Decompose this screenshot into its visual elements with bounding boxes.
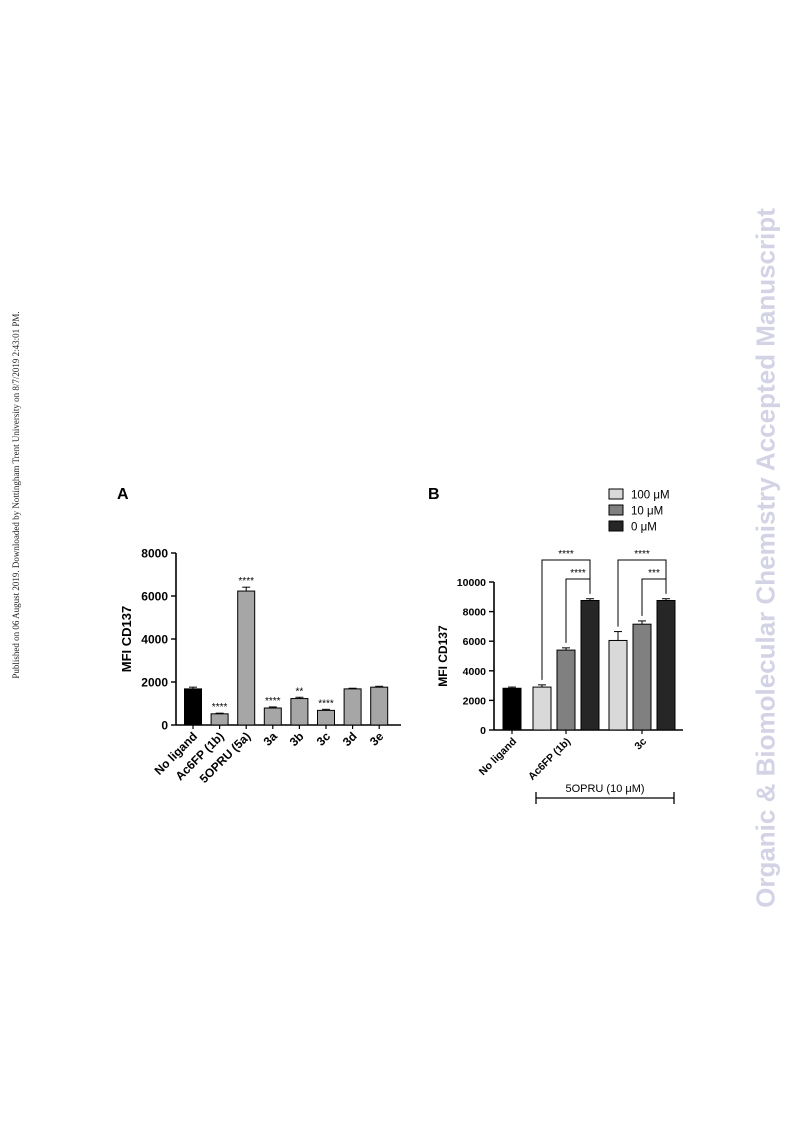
bar [317, 709, 335, 726]
y-tick-label: 8000 [141, 547, 168, 561]
y-tick-label: 8000 [463, 607, 487, 619]
y-axis-label: MFI CD137 [119, 606, 134, 672]
x-tick-label: 3e [367, 729, 387, 749]
significance-label: **** [212, 702, 228, 713]
significance-label: *** [648, 568, 660, 579]
legend-label: 0 μM [631, 522, 657, 534]
significance-label: **** [634, 549, 650, 560]
bar [263, 707, 282, 726]
legend-label: 100 μM [631, 490, 670, 502]
y-tick-label: 6000 [141, 590, 168, 604]
legend-label: 10 μM [631, 506, 663, 518]
bar [608, 639, 628, 731]
significance-label: **** [265, 696, 281, 707]
bar [632, 623, 652, 731]
x-tick-label: 3c [632, 736, 649, 753]
significance-label: **** [558, 549, 574, 560]
bar [210, 713, 229, 726]
bar [580, 600, 600, 731]
significance-label: ** [296, 686, 304, 697]
chart-b: 0 2000 4000 6000 8000 10000 MFI CD137 No ligand… [436, 488, 683, 804]
footer-label: 5OPRU (10 μM) [565, 783, 644, 795]
significance-bracket [565, 578, 591, 643]
significance-label: **** [238, 576, 254, 587]
significance-label: **** [318, 698, 334, 709]
bar [370, 686, 389, 726]
significance-bracket [617, 559, 667, 627]
panel-b-label: B [428, 486, 440, 503]
bar [656, 600, 676, 731]
x-tick-label: Ac6FP (1b) [526, 736, 573, 783]
panel-a-label: A [117, 486, 129, 503]
y-tick-label: 2000 [463, 695, 487, 707]
bar [290, 698, 309, 726]
x-tick-label: 3b [287, 729, 307, 749]
y-tick-label: 10000 [457, 577, 486, 589]
y-tick-label: 0 [161, 719, 168, 733]
y-tick-label: 0 [480, 725, 486, 737]
significance-bracket [641, 578, 667, 616]
x-tick-label: 3c [314, 729, 334, 749]
bar [556, 649, 576, 731]
legend-swatch [608, 520, 624, 532]
x-tick-label: No ligand [477, 736, 519, 778]
significance-bracket [541, 559, 591, 680]
y-axis-label: MFI CD137 [436, 625, 450, 687]
x-tick-label: 3a [261, 729, 281, 749]
y-tick-label: 6000 [463, 636, 487, 648]
x-tick-label: 3d [340, 729, 360, 749]
bar [184, 688, 202, 726]
y-tick-label: 2000 [141, 676, 168, 690]
legend-swatch [608, 504, 624, 516]
bar [532, 686, 552, 731]
significance-label: **** [570, 568, 586, 579]
bar [343, 688, 362, 726]
legend-swatch [608, 488, 624, 500]
y-tick-label: 4000 [141, 633, 168, 647]
bar [502, 687, 522, 731]
y-tick-label: 4000 [463, 666, 487, 678]
bar [237, 590, 256, 726]
